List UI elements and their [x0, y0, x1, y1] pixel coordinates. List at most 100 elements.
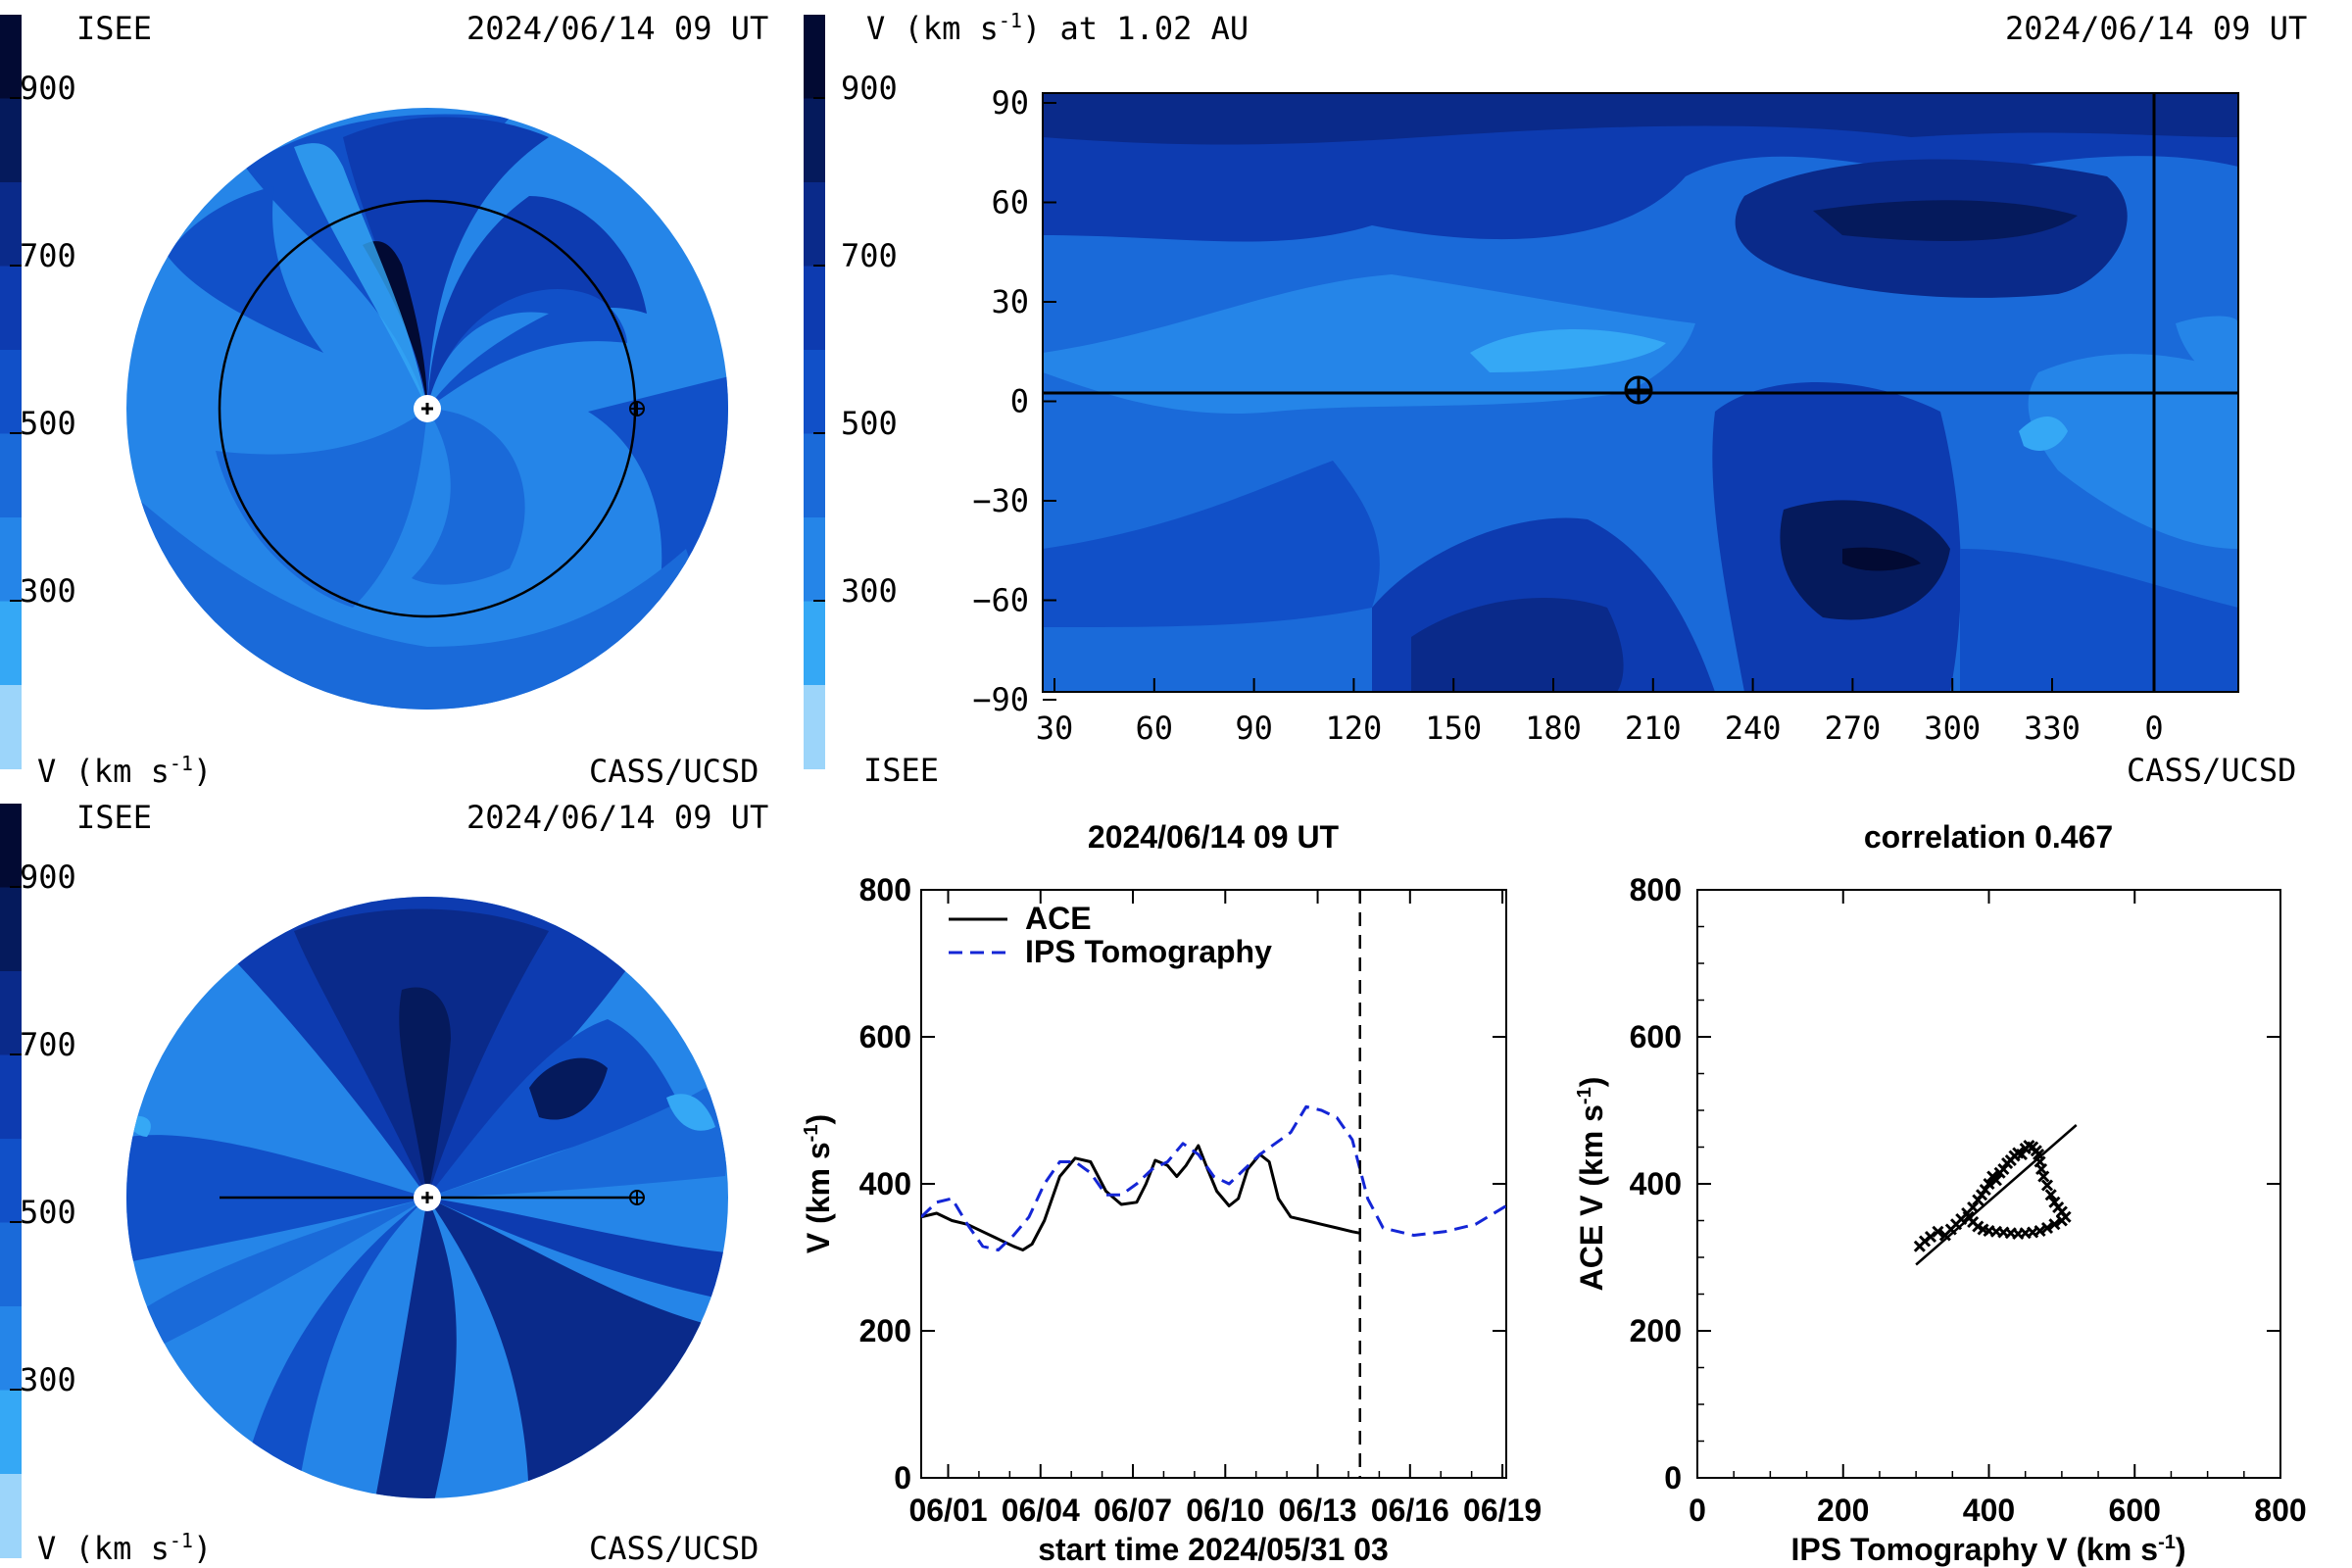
- colorbar-tick-label: 500: [20, 405, 76, 442]
- colorbar-band: [804, 685, 825, 769]
- unit-label: V (km s-1): [37, 1529, 212, 1567]
- scatter-point: [2037, 1170, 2050, 1183]
- y-tick-label: 400: [859, 1166, 911, 1201]
- x-axis-label: start time 2024/05/31 03: [1038, 1532, 1389, 1567]
- colorbar-band: [0, 887, 22, 972]
- org-label: ISEE: [863, 752, 939, 789]
- colorbar-tick-label: 300: [20, 1361, 76, 1398]
- colorbar-tick-label: 300: [20, 572, 76, 610]
- scatter-point: [1967, 1200, 1980, 1214]
- x-tick-label: 330: [2024, 710, 2081, 747]
- synoptic-velocity-map: V (km s-1) at 1.02 AU 2024/06/14 09 UT: [863, 9, 2307, 789]
- colorbar-band: [0, 804, 22, 888]
- colorbar-band: [0, 685, 22, 769]
- x-tick-label: 180: [1525, 710, 1582, 747]
- legend-label-ace: ACE: [1025, 901, 1092, 936]
- colorbar-tick-label: 700: [20, 237, 76, 274]
- colorbar-band: [0, 98, 22, 183]
- y-tick-label: 200: [859, 1313, 911, 1348]
- y-tick-label: 0: [1010, 383, 1029, 420]
- x-tick-label: 800: [2254, 1493, 2306, 1528]
- colorbar-band: [0, 601, 22, 686]
- colorbar-band: [0, 1474, 22, 1558]
- colorbar-band: [0, 433, 22, 518]
- colorbar-band: [804, 517, 825, 602]
- colorbar-band: [804, 98, 825, 183]
- colorbar-tick-label: 700: [20, 1026, 76, 1063]
- y-axis-label: ACE V (km s-1): [1574, 1077, 1609, 1292]
- x-tick-label: 200: [1817, 1493, 1869, 1528]
- x-tick-label: 0: [2144, 710, 2163, 747]
- scatter-point: [2055, 1214, 2068, 1227]
- credit-label: CASS/UCSD: [2127, 752, 2296, 789]
- x-tick-label: 06/01: [908, 1493, 987, 1528]
- y-tick-label: 400: [1630, 1166, 1682, 1201]
- colorbar-band: [804, 350, 825, 434]
- series-line-ips-tomography: [921, 1104, 1506, 1251]
- colorbar-band: [0, 182, 22, 267]
- x-tick-label: 06/19: [1463, 1493, 1542, 1528]
- colorbar-band: [0, 1306, 22, 1391]
- meridional-velocity-map: ISEE 2024/06/14 09 UT V (km s-1) C: [37, 799, 768, 1567]
- y-tick-label: 800: [859, 872, 911, 907]
- x-tick-label: 0: [1689, 1493, 1706, 1528]
- earth-icon: [629, 1190, 645, 1205]
- colorbar-band: [0, 971, 22, 1055]
- colorbar-band: [0, 1054, 22, 1140]
- colorbar-band: [0, 1222, 22, 1307]
- colorbar-bottom-left: [0, 804, 22, 1558]
- x-tick-label: 60: [1136, 710, 1174, 747]
- x-tick-label: 300: [1924, 710, 1981, 747]
- colorbar-tick-label: 900: [20, 70, 76, 107]
- x-tick-label: 600: [2109, 1493, 2161, 1528]
- colorbar-tick-label: 900: [841, 70, 898, 107]
- y-tick-label: 0: [894, 1460, 911, 1495]
- org-label: ISEE: [76, 799, 152, 836]
- x-tick-label: 06/10: [1186, 1493, 1264, 1528]
- colorbar-band: [804, 15, 825, 99]
- scatter-point: [1979, 1183, 1991, 1197]
- colorbar-left-ticks: 900 700 500 300: [20, 70, 76, 610]
- colorbar-band: [0, 15, 22, 99]
- y-tick-label: −30: [972, 482, 1029, 519]
- colorbar-middle-ticks: 900 700 500 300: [841, 70, 898, 610]
- fit-line: [1915, 1124, 2078, 1266]
- y-tick-label: 0: [1664, 1460, 1682, 1495]
- x-tick-label: 400: [1963, 1493, 2015, 1528]
- scatter-point: [1932, 1225, 1944, 1238]
- x-tick-label: 240: [1725, 710, 1782, 747]
- y-tick-label: 90: [991, 84, 1029, 122]
- y-tick-label: 800: [1630, 872, 1682, 907]
- scatter-axes: 0 200 400 600 800 0 200 400 600 800: [1630, 872, 2307, 1528]
- colorbar-band: [0, 266, 22, 351]
- chart-title: correlation 0.467: [1864, 819, 2113, 855]
- scatter-point: [2040, 1221, 2054, 1235]
- y-tick-label: 60: [991, 184, 1029, 221]
- colorbar-left: [0, 15, 22, 769]
- synoptic-axes: 30 60 90 120 150 180 210 240 270 300 330 09060300−3…: [972, 84, 2163, 747]
- x-tick-label: 06/13: [1279, 1493, 1357, 1528]
- y-tick-label: −90: [972, 681, 1029, 718]
- sun-cross-icon: [421, 1192, 433, 1203]
- x-tick-label: 210: [1625, 710, 1682, 747]
- scatter-point: [1983, 1177, 1995, 1191]
- scatter-point: [1962, 1210, 1975, 1223]
- scatter-point: [2048, 1218, 2061, 1231]
- line-chart-axes: 0 200 400 600 800 06/01 06/04 06/07 06/10 06/13 06…: [859, 872, 1543, 1528]
- scatter-point: [2040, 1179, 2054, 1192]
- colorbar-band: [0, 350, 22, 434]
- x-tick-label: 150: [1425, 710, 1482, 747]
- sun-cross-icon: [421, 403, 433, 415]
- timestamp: 2024/06/14 09 UT: [2005, 10, 2307, 47]
- colorbar-tick-label: 500: [841, 405, 898, 442]
- colorbar-band: [0, 1390, 22, 1475]
- colorbar-tick-label: 700: [841, 237, 898, 274]
- y-tick-label: −60: [972, 582, 1029, 619]
- colorbar-band: [804, 601, 825, 686]
- timestamp: 2024/06/14 09 UT: [466, 799, 768, 836]
- y-tick-label: 600: [859, 1019, 911, 1054]
- x-tick-label: 120: [1326, 710, 1383, 747]
- earth-icon: [1624, 375, 1653, 405]
- correlation-scatter-chart: correlation 0.467 0 200 400 600 800 0 200 400 60…: [1574, 819, 2307, 1567]
